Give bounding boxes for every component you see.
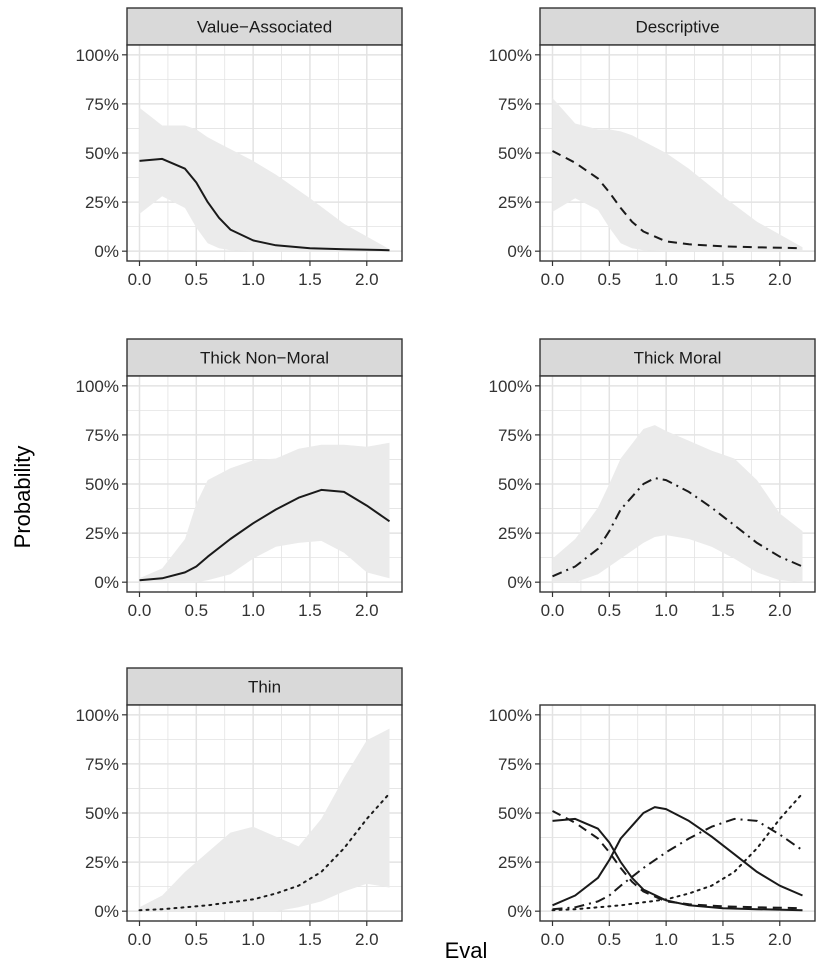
y-tick-label: 50% — [498, 804, 532, 823]
facet-title: Thin — [248, 678, 281, 697]
x-tick-label: 1.0 — [241, 930, 265, 949]
x-tick-label: 1.5 — [298, 930, 322, 949]
x-tick-label: 0.5 — [184, 930, 208, 949]
x-tick-label: 2.0 — [768, 930, 792, 949]
series-line — [552, 806, 803, 907]
y-tick-label: 75% — [498, 426, 532, 445]
y-tick-label: 0% — [94, 902, 119, 921]
y-tick-label: 0% — [507, 242, 532, 261]
y-tick-label: 50% — [85, 804, 119, 823]
y-tick-label: 0% — [507, 902, 532, 921]
y-tick-label: 25% — [85, 524, 119, 543]
y-tick-label: 75% — [85, 426, 119, 445]
confidence-band — [552, 98, 803, 252]
x-tick-label: 2.0 — [768, 270, 792, 289]
x-axis-title: Eval — [445, 938, 488, 963]
y-tick-label: 75% — [85, 755, 119, 774]
facet-panel: Thick Non−Moral 0% 25% 50% 75% 100% 0.0 0.5 1.0 1… — [76, 338, 403, 620]
y-tick-label: 25% — [85, 853, 119, 872]
y-tick-label: 25% — [498, 524, 532, 543]
x-tick-label: 0.5 — [184, 270, 208, 289]
x-tick-label: 0.5 — [184, 601, 208, 620]
facet-strip — [126, 7, 403, 46]
x-tick-label: 0.0 — [541, 601, 565, 620]
x-tick-label: 1.0 — [241, 270, 265, 289]
x-tick-label: 0.0 — [128, 930, 152, 949]
series-line — [552, 817, 804, 911]
y-tick-label: 100% — [76, 377, 119, 396]
y-tick-label: 100% — [76, 706, 119, 725]
y-tick-label: 50% — [498, 144, 532, 163]
x-tick-label: 2.0 — [768, 601, 792, 620]
series-line — [552, 817, 803, 912]
x-tick-label: 0.0 — [541, 930, 565, 949]
x-tick-label: 2.0 — [355, 601, 379, 620]
x-tick-label: 2.0 — [355, 270, 379, 289]
y-axis-title: Probability — [10, 446, 35, 549]
x-tick-label: 2.0 — [355, 930, 379, 949]
x-tick-label: 1.5 — [298, 601, 322, 620]
x-tick-label: 1.0 — [654, 270, 678, 289]
x-tick-label: 1.5 — [711, 601, 735, 620]
facet-title: Thick Non−Moral — [200, 349, 329, 368]
facet-title: Value−Associated — [197, 18, 332, 37]
x-tick-label: 0.0 — [128, 270, 152, 289]
series-line — [551, 792, 804, 912]
y-tick-label: 25% — [498, 853, 532, 872]
series-line — [139, 488, 391, 582]
y-tick-label: 75% — [498, 95, 532, 114]
x-tick-label: 0.5 — [597, 270, 621, 289]
y-tick-label: 50% — [85, 144, 119, 163]
y-tick-label: 25% — [85, 193, 119, 212]
x-tick-label: 0.5 — [597, 930, 621, 949]
y-tick-label: 100% — [489, 706, 532, 725]
y-tick-label: 0% — [94, 242, 119, 261]
x-tick-label: 1.5 — [711, 270, 735, 289]
y-tick-label: 50% — [498, 475, 532, 494]
x-tick-label: 1.0 — [654, 930, 678, 949]
y-tick-label: 50% — [85, 475, 119, 494]
facet-panel: 0% 25% 50% 75% 100% 0.0 0.5 1.0 1.5 2.0 — [489, 704, 816, 949]
y-tick-label: 0% — [94, 573, 119, 592]
y-tick-label: 25% — [498, 193, 532, 212]
facet-panel: Descriptive 0% 25% 50% 75% 100% 0.0 0.5 1.0 1.5 2.… — [489, 7, 816, 289]
x-tick-label: 0.0 — [128, 601, 152, 620]
series-line — [139, 157, 390, 252]
y-tick-label: 100% — [76, 46, 119, 65]
y-tick-label: 100% — [489, 377, 532, 396]
x-tick-label: 0.5 — [597, 601, 621, 620]
confidence-band — [139, 107, 390, 252]
facet-title: Descriptive — [635, 18, 719, 37]
facet-title: Thick Moral — [634, 349, 722, 368]
facet-panel: Thick Moral 0% 25% 50% 75% 100% 0.0 0.5 1.0 1.5 2.… — [489, 338, 816, 620]
facet-strip — [539, 338, 816, 377]
facet-strip — [126, 338, 403, 377]
y-tick-label: 75% — [498, 755, 532, 774]
y-tick-label: 75% — [85, 95, 119, 114]
x-tick-label: 0.0 — [541, 270, 565, 289]
facet-panel: Thin 0% 25% 50% 75% 100% 0.0 0.5 1.0 1.5 2.0 — [76, 667, 403, 949]
confidence-band — [552, 425, 803, 583]
x-tick-label: 1.5 — [298, 270, 322, 289]
series-line — [138, 792, 391, 912]
x-tick-label: 1.0 — [241, 601, 265, 620]
series-line — [552, 810, 803, 910]
x-tick-label: 1.5 — [711, 930, 735, 949]
series-line — [552, 150, 803, 250]
y-tick-label: 100% — [489, 46, 532, 65]
confidence-band — [139, 442, 390, 583]
facet-strip — [539, 7, 816, 46]
x-tick-label: 1.0 — [654, 601, 678, 620]
y-tick-label: 0% — [507, 573, 532, 592]
facet-panel: Value−Associated 0% 25% 50% 75% 100% 0.0 0.5 1.0… — [76, 7, 403, 289]
